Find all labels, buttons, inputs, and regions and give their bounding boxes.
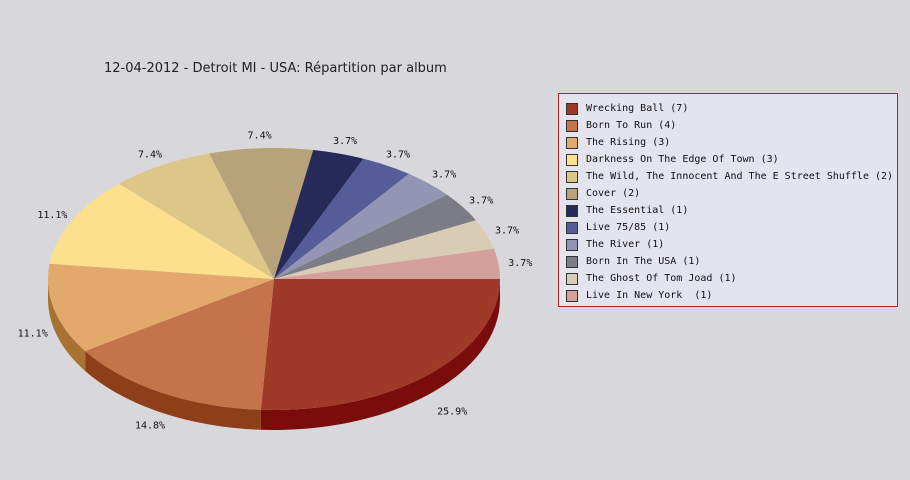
legend-swatch bbox=[566, 204, 578, 217]
legend-label: The Essential (1) bbox=[586, 205, 689, 216]
legend-label: Born In The USA (1) bbox=[586, 256, 701, 267]
pie-percent-labels: 25.9% 14.8% 11.1% 11.1% 7.4% 7.4% 3.7% 3.7% 3.7%… bbox=[18, 130, 533, 431]
legend-swatch bbox=[566, 102, 578, 115]
pie-slice-live-in-new-york bbox=[274, 248, 500, 279]
legend-item: The Wild, The Innocent And The E Street … bbox=[559, 168, 897, 185]
legend-item: Cover (2) bbox=[559, 185, 897, 202]
legend-label: The River (1) bbox=[586, 239, 665, 250]
pie-slice-the-essential bbox=[274, 149, 364, 279]
pie-side-wrecking-ball bbox=[260, 279, 501, 431]
pie-percent-label: 3.7% bbox=[432, 170, 456, 181]
legend-swatch bbox=[566, 272, 578, 285]
legend-label: Cover (2) bbox=[586, 188, 641, 199]
legend-swatch bbox=[566, 255, 578, 268]
legend-item: The Ghost Of Tom Joad (1) bbox=[559, 270, 897, 287]
legend-label: Live In New York (1) bbox=[586, 290, 713, 301]
pie-depth bbox=[48, 279, 501, 431]
legend-swatch bbox=[566, 289, 578, 302]
legend-label: Wrecking Ball (7) bbox=[586, 103, 689, 114]
pie-percent-label: 25.9% bbox=[437, 406, 467, 417]
pie-percent-label: 3.7% bbox=[469, 195, 493, 206]
pie-percent-label: 14.8% bbox=[135, 421, 165, 432]
legend-item: The River (1) bbox=[559, 236, 897, 253]
pie-percent-label: 11.1% bbox=[37, 210, 67, 221]
pie-slices bbox=[48, 147, 501, 411]
legend-label: The Rising (3) bbox=[586, 137, 671, 148]
legend: Wrecking Ball (7) Born To Run (4) The Risi… bbox=[558, 93, 898, 307]
legend-swatch bbox=[566, 238, 578, 251]
legend-item: The Rising (3) bbox=[559, 134, 897, 151]
pie-percent-label: 11.1% bbox=[18, 328, 48, 339]
legend-item: Live 75/85 (1) bbox=[559, 219, 897, 236]
legend-label: Darkness On The Edge Of Town (3) bbox=[586, 154, 779, 165]
legend-label: Born To Run (4) bbox=[586, 120, 677, 131]
pie-slice-the-rising bbox=[48, 263, 274, 351]
pie-percent-label: 3.7% bbox=[333, 136, 357, 147]
chart-title: 12-04-2012 - Detroit MI - USA: Répartiti… bbox=[104, 61, 447, 76]
legend-label: Live 75/85 (1) bbox=[586, 222, 671, 233]
pie-slice-born-to-run bbox=[85, 279, 275, 410]
pie-slice-darkness-on-the-edge-of-town bbox=[49, 183, 274, 279]
pie-percent-label: 7.4% bbox=[248, 130, 272, 141]
legend-swatch bbox=[566, 119, 578, 132]
pie-side-the-rising bbox=[48, 279, 86, 371]
legend-label: The Wild, The Innocent And The E Street … bbox=[586, 171, 894, 182]
pie-percent-label: 3.7% bbox=[508, 258, 532, 269]
legend-swatch bbox=[566, 136, 578, 149]
pie-slice-the-wild-the-innocent-and-the-e-street-shuffle bbox=[118, 153, 274, 279]
legend-swatch bbox=[566, 153, 578, 166]
legend-item: Live In New York (1) bbox=[559, 287, 897, 304]
pie-chart: 25.9% 14.8% 11.1% 11.1% 7.4% 7.4% 3.7% 3.7% 3.7%… bbox=[18, 130, 533, 431]
legend-swatch bbox=[566, 221, 578, 234]
legend-item: Born To Run (4) bbox=[559, 117, 897, 134]
pie-percent-label: 7.4% bbox=[138, 149, 162, 160]
pie-slice-born-in-the-usa bbox=[274, 194, 476, 279]
pie-slice-cover bbox=[209, 147, 314, 279]
legend-swatch bbox=[566, 187, 578, 200]
pie-slice-live-75-85 bbox=[274, 158, 409, 279]
pie-percent-label: 3.7% bbox=[386, 149, 410, 160]
legend-item: Born In The USA (1) bbox=[559, 253, 897, 270]
pie-slice-the-ghost-of-tom-joad bbox=[274, 220, 494, 279]
pie-slice-wrecking-ball bbox=[260, 279, 501, 411]
legend-item: Darkness On The Edge Of Town (3) bbox=[559, 151, 897, 168]
legend-label: The Ghost Of Tom Joad (1) bbox=[586, 273, 737, 284]
legend-item: Wrecking Ball (7) bbox=[559, 100, 897, 117]
pie-slice-the-river bbox=[274, 173, 448, 279]
pie-percent-label: 3.7% bbox=[495, 225, 519, 236]
legend-swatch bbox=[566, 170, 578, 183]
legend-item: The Essential (1) bbox=[559, 202, 897, 219]
pie-side-born-to-run bbox=[85, 350, 261, 430]
